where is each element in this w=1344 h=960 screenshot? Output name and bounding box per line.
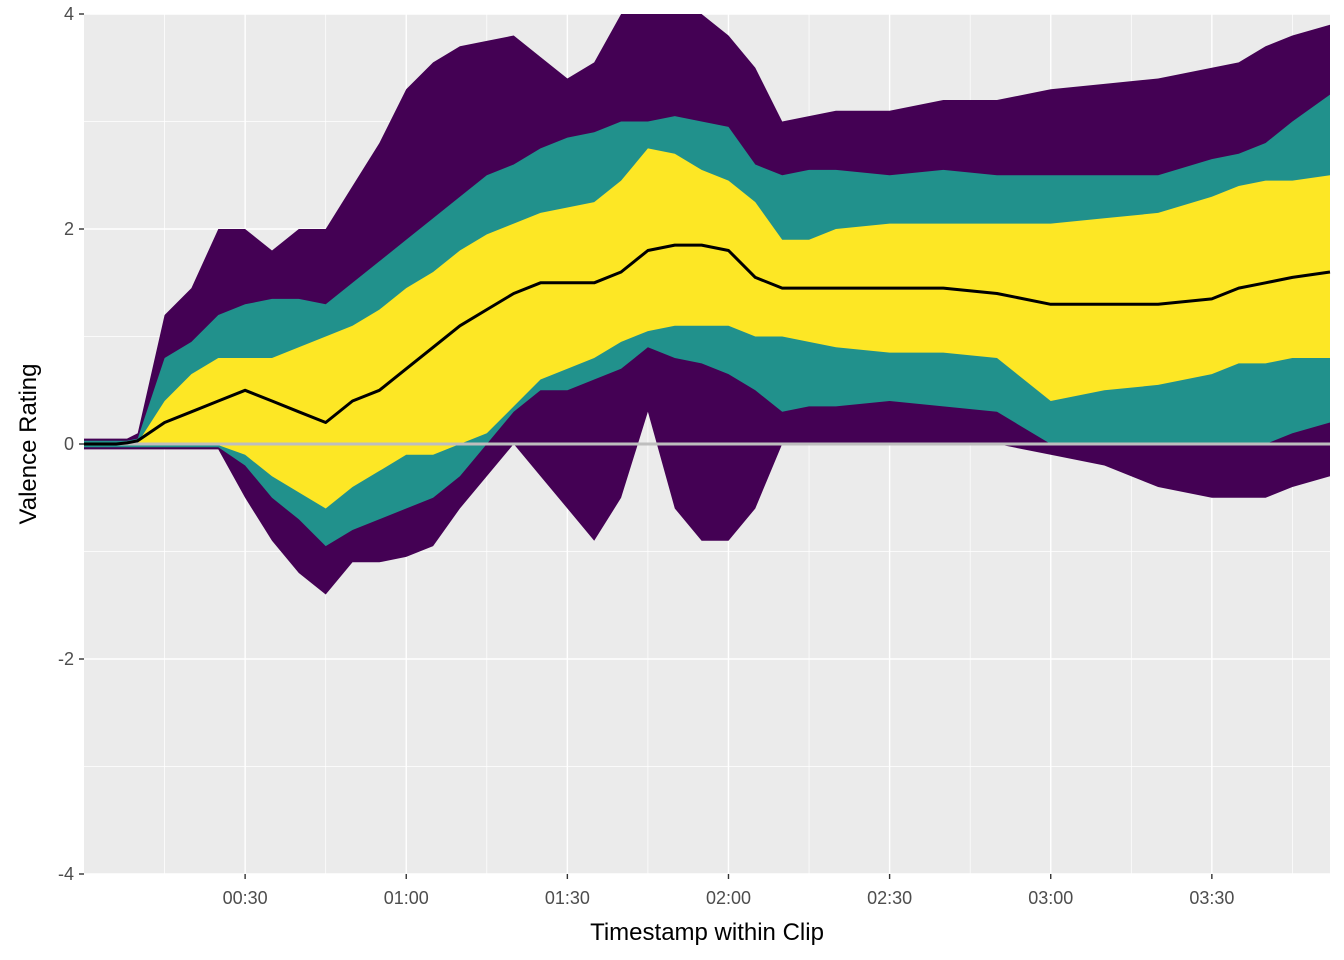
y-axis-title: Valence Rating [15,364,42,525]
x-tick-label: 03:00 [1028,888,1073,908]
inner-band [84,148,1330,509]
y-tick-label: 0 [64,434,74,454]
median-line [84,243,1331,446]
y-axis: -4 -2 0 2 4 [58,4,84,884]
x-axis-title: Timestamp within Clip [590,919,824,946]
y-tick-label: -4 [58,864,74,884]
x-axis: 00:30 01:00 01:30 02:00 02:30 03:00 03:30 [223,874,1234,908]
y-tick-label: 4 [64,4,74,24]
x-tick-label: 00:30 [223,888,268,908]
x-tick-label: 03:30 [1189,888,1234,908]
rating-bands [84,14,1330,595]
y-tick-label: -2 [58,649,74,669]
x-tick-label: 02:30 [867,888,912,908]
x-tick-label: 01:00 [384,888,429,908]
y-tick-label: 2 [64,219,74,239]
x-tick-label: 01:30 [545,888,590,908]
x-tick-label: 02:00 [706,888,751,908]
